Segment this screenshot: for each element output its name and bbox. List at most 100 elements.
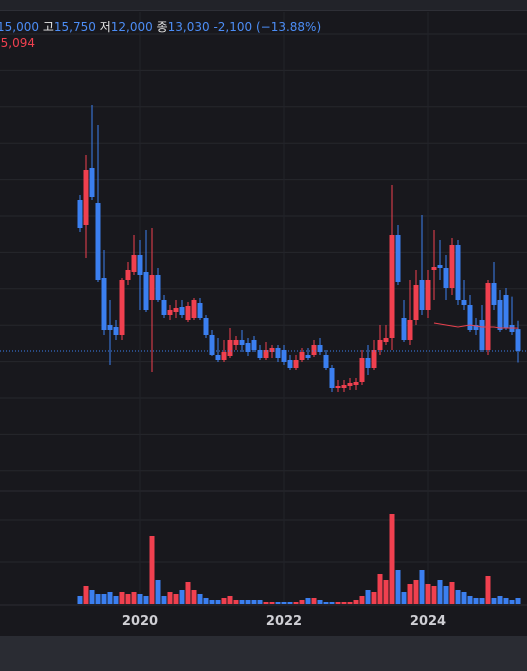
- volume-bar: [245, 600, 251, 604]
- volume-bar: [101, 594, 107, 604]
- candle-body: [497, 300, 503, 330]
- volume-bar: [401, 592, 407, 604]
- candle-body: [239, 340, 245, 345]
- volume-bar: [221, 598, 227, 604]
- close-value: 13,030: [167, 20, 210, 34]
- volume-bar: [287, 602, 293, 604]
- candle-body: [419, 280, 425, 310]
- candle-body: [359, 358, 365, 382]
- volume-bar: [227, 596, 233, 604]
- volume-bar: [371, 592, 377, 604]
- candle-body: [299, 352, 305, 360]
- candle-body: [227, 340, 233, 356]
- candle-body: [305, 355, 311, 358]
- volume-bar: [215, 600, 221, 604]
- volume-bar: [275, 602, 281, 604]
- volume-bar: [347, 602, 353, 604]
- candle-body: [263, 350, 269, 358]
- volume-bar: [89, 590, 95, 604]
- candle-body: [413, 285, 419, 320]
- candle-body: [389, 235, 395, 338]
- candle-body: [131, 255, 137, 272]
- candle-body: [125, 270, 131, 280]
- ohlc-header: 15,000 고15,750 저12,000 종13,030 -2,100 (−…: [0, 18, 321, 35]
- candle-body: [449, 245, 455, 288]
- candle-body: [407, 320, 413, 340]
- candle-body: [353, 382, 359, 385]
- volume-bar: [113, 596, 119, 604]
- candle-body: [401, 318, 407, 340]
- top-bar: [0, 0, 527, 11]
- candle-body: [395, 235, 401, 282]
- volume-bar: [335, 602, 341, 604]
- chart: 2020 2022 2024: [0, 12, 527, 629]
- volume-bar: [155, 580, 161, 604]
- volume-bar: [503, 598, 509, 604]
- volume-bar: [263, 602, 269, 604]
- volume-bar: [437, 580, 443, 604]
- volume-bar: [425, 584, 431, 604]
- candle-body: [287, 360, 293, 368]
- volume-bar: [161, 596, 167, 604]
- volume-bar: [95, 594, 101, 604]
- candle-body: [281, 350, 287, 362]
- volume-bar: [515, 598, 521, 604]
- candle-body: [335, 386, 341, 388]
- candle-body: [365, 358, 371, 368]
- candle-body: [269, 348, 275, 352]
- volume-bar: [77, 596, 83, 604]
- candle-body: [233, 340, 239, 345]
- candle-body: [515, 329, 521, 351]
- high-label: 고: [42, 20, 54, 34]
- volume-bar: [473, 598, 479, 604]
- volume-bar: [377, 574, 383, 604]
- volume-bar: [359, 596, 365, 604]
- candle-body: [137, 255, 143, 275]
- candle-body: [383, 338, 389, 342]
- candle-body: [323, 355, 329, 368]
- candle-body: [149, 275, 155, 300]
- volume-bar: [131, 592, 137, 604]
- low-label: 저: [99, 20, 111, 34]
- candle-body: [89, 168, 95, 197]
- candle-body: [425, 280, 431, 310]
- volume-bar: [497, 596, 503, 604]
- volume-bar: [239, 600, 245, 604]
- volume-bar: [419, 570, 425, 604]
- volume-bar: [149, 536, 155, 604]
- volume-bar: [299, 600, 305, 604]
- low-value: 12,000: [110, 20, 153, 34]
- x-tick-label: 2024: [410, 614, 446, 629]
- candle-body: [257, 350, 263, 358]
- candle-body: [173, 308, 179, 312]
- volume-bar: [107, 592, 113, 604]
- volume-bar: [485, 576, 491, 604]
- candle-body: [107, 325, 113, 330]
- candle-body: [197, 303, 203, 318]
- candle-body: [491, 283, 497, 305]
- volume-bar: [449, 582, 455, 604]
- volume-bar: [233, 600, 239, 604]
- candle-body: [77, 200, 83, 228]
- volume-bar: [251, 600, 257, 604]
- candle-body: [203, 318, 209, 335]
- candle-body: [341, 385, 347, 388]
- candle-body: [245, 343, 251, 352]
- candle-body: [443, 268, 449, 288]
- volume-bar: [167, 592, 173, 604]
- candle-body: [431, 267, 437, 270]
- volume-bar: [329, 602, 335, 604]
- candle-body: [221, 352, 227, 360]
- volume-bar: [125, 594, 131, 604]
- candle-body: [461, 300, 467, 305]
- volume-bar: [317, 600, 323, 604]
- candle-body: [275, 348, 281, 358]
- close-label: 종: [156, 20, 168, 34]
- bottom-bar: [0, 636, 527, 671]
- candle-body: [437, 265, 443, 268]
- change: -2,100 (−13.88%): [213, 20, 322, 34]
- volume-bar: [389, 514, 395, 604]
- open-value: 15,000: [0, 20, 39, 34]
- volume-bar: [461, 592, 467, 604]
- volume-bar: [407, 584, 413, 604]
